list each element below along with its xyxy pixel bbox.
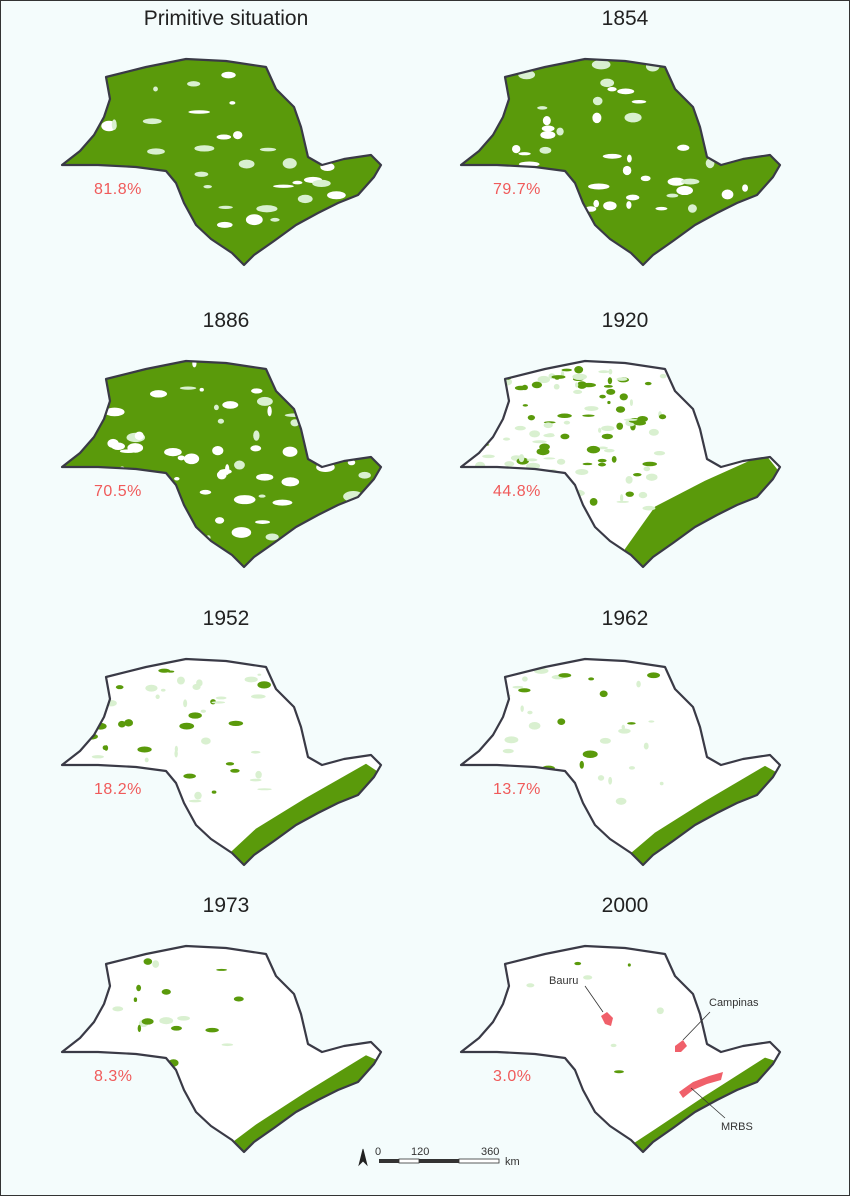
panel-title: 1973: [202, 894, 250, 917]
mrbs-leader: [690, 1087, 726, 1119]
bauru-leader: [584, 985, 604, 1013]
state-map: [60, 944, 383, 1154]
forest-cover-percent: 70.5%: [94, 483, 142, 500]
mrbs-label: MRBS: [721, 1121, 753, 1133]
map-panel-1952: 1952 18.2%: [26, 607, 426, 887]
state-border: [60, 57, 383, 267]
map-panel-1973: 1973 8.3%: [26, 894, 426, 1174]
panel-title: 1886: [202, 309, 250, 332]
forest-cover-percent: 18.2%: [94, 781, 142, 798]
scale-tick-360: 360: [481, 1146, 499, 1158]
state-border: [459, 657, 782, 867]
scale-bar: 0 120 360 km: [358, 1146, 520, 1168]
map-panel-1920: 1920 44.8%: [425, 309, 825, 589]
panel-title: 2000: [601, 894, 649, 917]
scale-tick-120: 120: [411, 1146, 429, 1158]
campinas-label: Campinas: [709, 997, 759, 1009]
campinas-patch: [675, 1040, 687, 1052]
forest-cover-area: [62, 59, 381, 265]
campinas-leader: [682, 1011, 711, 1041]
state-border: [459, 359, 782, 569]
panel-title: Primitive situation: [143, 7, 309, 30]
map-panel-1886: 1886 70.5%: [26, 309, 426, 589]
state-map: [459, 657, 782, 867]
panel-title: 1952: [202, 607, 250, 630]
mrbs-patch: [679, 1072, 723, 1098]
map-panel-1854: 1854 79.7%: [425, 7, 825, 287]
state-map: [60, 359, 383, 569]
state-map: Bauru Campinas MRBS: [459, 944, 782, 1154]
forest-cover-percent: 79.7%: [493, 181, 541, 198]
forest-cover-percent: 8.3%: [94, 1068, 133, 1085]
state-map: [459, 57, 782, 267]
bauru-label: Bauru: [549, 975, 578, 987]
scale-segment: [379, 1159, 399, 1163]
state-map: [60, 657, 383, 867]
map-panel-primitive: Primitive situation 81.8%: [26, 7, 426, 287]
scale-segment: [419, 1159, 459, 1163]
forest-cover-percent: 81.8%: [94, 181, 142, 198]
forest-cover-area: [62, 361, 381, 567]
state-map: [459, 359, 782, 569]
forest-cover-percent: 44.8%: [493, 483, 541, 500]
scale-unit: km: [505, 1156, 520, 1168]
panel-title: 1962: [601, 607, 649, 630]
state-border: [459, 944, 782, 1154]
forest-cover-percent: 13.7%: [493, 781, 541, 798]
scale-tick-0: 0: [375, 1146, 381, 1158]
state-map: [60, 57, 383, 267]
panel-title: 1920: [601, 309, 649, 332]
map-panel-1962: 1962 13.7%: [425, 607, 825, 887]
city-annotations: Bauru Campinas MRBS: [549, 975, 759, 1133]
scale-segment: [398, 1158, 420, 1164]
state-border: [60, 359, 383, 569]
scale-segment: [458, 1158, 500, 1164]
map-panel-2000: 2000 Bauru Campinas MRBS 3.0%: [425, 894, 825, 1174]
bauru-patch: [601, 1012, 613, 1026]
forest-cover-area: [461, 59, 780, 265]
forest-cover-percent: 3.0%: [493, 1068, 532, 1085]
north-arrow-icon: [358, 1148, 368, 1167]
state-border: [60, 944, 383, 1154]
panel-title: 1854: [601, 7, 649, 30]
state-border: [60, 657, 383, 867]
state-border: [459, 57, 782, 267]
